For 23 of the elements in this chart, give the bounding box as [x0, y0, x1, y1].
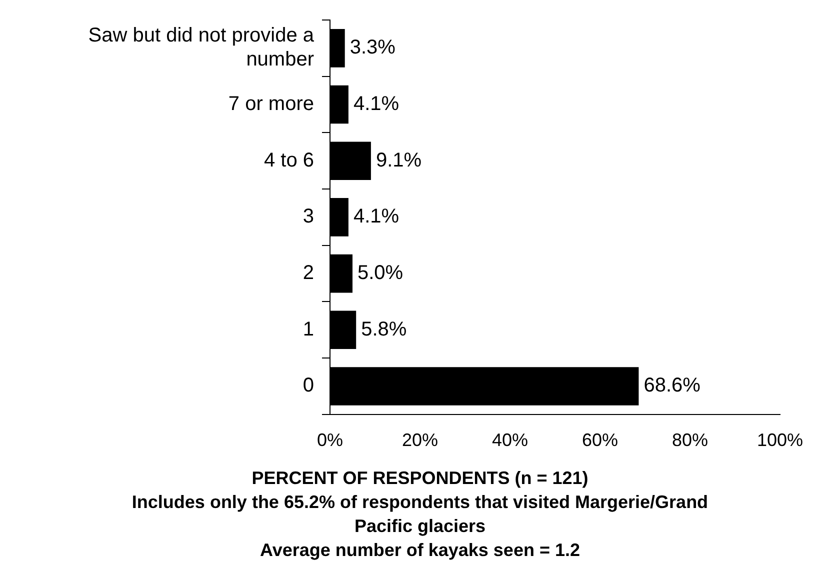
x-tick-label: 0%: [316, 430, 344, 450]
y-tick-label: 1: [302, 318, 314, 340]
data-label: 4.1%: [353, 93, 400, 116]
x-tick-label: 80%: [672, 430, 708, 450]
data-label: 4.1%: [353, 206, 400, 228]
y-tick-label: 2: [302, 262, 314, 284]
y-tick-label: Saw but did not provide a number: [88, 24, 315, 71]
x-tick-label: 60%: [582, 430, 618, 450]
data-label: 5.8%: [361, 318, 407, 340]
y-tick-label: 0: [302, 374, 314, 397]
x-tick-label: 40%: [492, 430, 528, 450]
data-label: 5.0%: [358, 262, 404, 284]
text: Average number of kayaks seen = 1.2: [258, 539, 581, 562]
data-label: 68.6%: [644, 374, 701, 397]
x-tick-label: 20%: [402, 430, 438, 450]
x-axis-title: PERCENT OF RESPONDENTS (n = 121): [250, 467, 590, 490]
y-tick-label: 4 to 6: [264, 149, 314, 172]
y-tick-label: 3: [302, 206, 314, 228]
data-label: 3.3%: [350, 36, 396, 59]
text: Includes only the 65.2% of respondents that visited Margerie/Grand Pacific glaciers: [130, 491, 710, 538]
data-label: 9.1%: [376, 149, 422, 172]
x-tick-label: 100%: [756, 430, 804, 450]
y-tick-label: 7 or more: [228, 93, 314, 116]
